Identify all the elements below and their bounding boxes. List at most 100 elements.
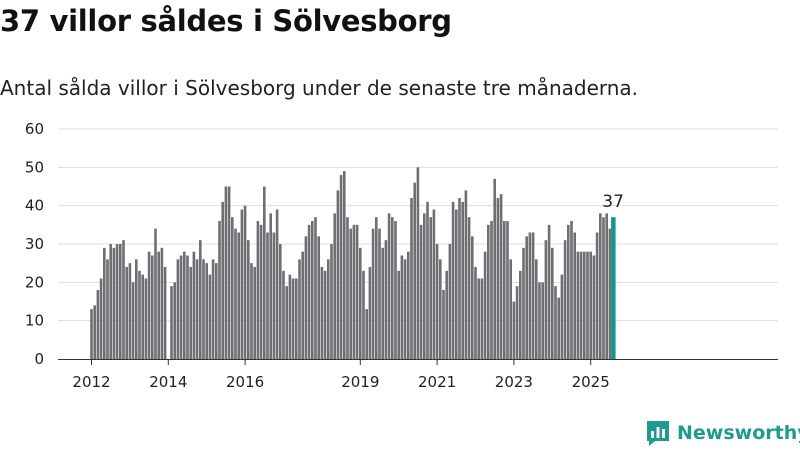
bar [455,209,458,359]
bar [464,190,468,359]
bar [403,259,407,359]
bar [592,255,596,359]
bar [163,267,167,359]
bar [522,247,525,359]
bar [352,224,356,359]
bar [141,274,144,359]
bar [413,182,416,359]
bar [477,278,480,359]
bar [195,259,199,359]
bar [362,270,365,359]
y-tick-label: 60 [25,120,44,138]
bar [435,244,439,359]
bar [304,236,308,359]
bar [247,240,250,359]
bar [554,286,557,359]
bar [320,267,324,359]
bar [288,274,292,359]
bar [528,232,532,359]
bar [317,236,320,359]
bar [343,171,346,359]
bar [93,305,96,359]
bar [147,251,151,359]
bar [231,217,234,359]
x-tick-label: 2014 [149,373,187,391]
bar [461,201,464,359]
bar [144,278,148,359]
bar [295,278,298,359]
brand-name: Newsworthy [677,422,800,444]
bar [157,251,160,359]
bar [567,224,570,359]
bar [115,244,119,359]
bar [112,247,116,359]
bar [176,259,180,359]
bar [90,309,93,359]
bar [525,236,528,359]
chart-title: 37 villor såldes i Sölvesborg [0,4,452,38]
bar [583,251,586,359]
bar [448,244,452,359]
bar [202,259,205,359]
bar [266,232,269,359]
bar [106,259,109,359]
bar [314,217,317,359]
bar [519,270,522,359]
bar [199,240,202,359]
bar [509,259,512,359]
bar [311,221,314,359]
bar [410,198,413,359]
bar [493,178,496,359]
bar [560,274,564,359]
bar [579,251,583,359]
bar [359,247,362,359]
bar [183,251,186,359]
bar [506,221,509,359]
bar [279,244,282,359]
bar [365,309,368,359]
bar [480,278,484,359]
bar [589,251,592,359]
bar [99,278,103,359]
bar [272,232,276,359]
bar [503,221,506,359]
bar [573,232,576,359]
bar [378,228,381,359]
bar [381,247,384,359]
bar [384,240,388,359]
x-tick-label: 2019 [341,373,379,391]
bar [474,267,477,359]
bar [131,282,135,359]
bar [586,251,589,359]
bar [423,213,426,359]
bar [355,224,359,359]
bar [256,221,260,359]
bar [240,209,244,359]
bar [227,186,231,359]
bar [291,278,295,359]
bar [250,263,253,359]
bar [426,201,429,359]
bar [263,186,266,359]
x-tick-label: 2016 [226,373,264,391]
y-tick-label: 10 [25,312,44,330]
bar [605,213,608,359]
bar [442,290,445,359]
bar [416,167,420,359]
bar [125,267,128,359]
bar [407,251,410,359]
bar [275,209,279,359]
bar [170,286,173,359]
bar [282,270,285,359]
bar [173,282,176,359]
bar [570,221,573,359]
bar [429,217,432,359]
bar [394,221,397,359]
bar [336,190,340,359]
bar [576,251,580,359]
bar [103,247,106,359]
bar [221,201,224,359]
y-tick-label: 30 [25,235,44,253]
bar [371,228,375,359]
bar [595,232,599,359]
